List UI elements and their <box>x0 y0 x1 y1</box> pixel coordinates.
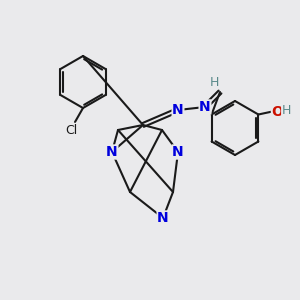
Text: H: H <box>282 104 291 117</box>
Text: N: N <box>157 211 169 225</box>
Text: H: H <box>209 76 219 88</box>
Text: Cl: Cl <box>65 124 77 136</box>
Text: N: N <box>172 103 184 117</box>
Text: N: N <box>199 100 211 114</box>
Text: O: O <box>272 104 283 118</box>
Text: N: N <box>172 145 184 159</box>
Text: N: N <box>106 145 118 159</box>
